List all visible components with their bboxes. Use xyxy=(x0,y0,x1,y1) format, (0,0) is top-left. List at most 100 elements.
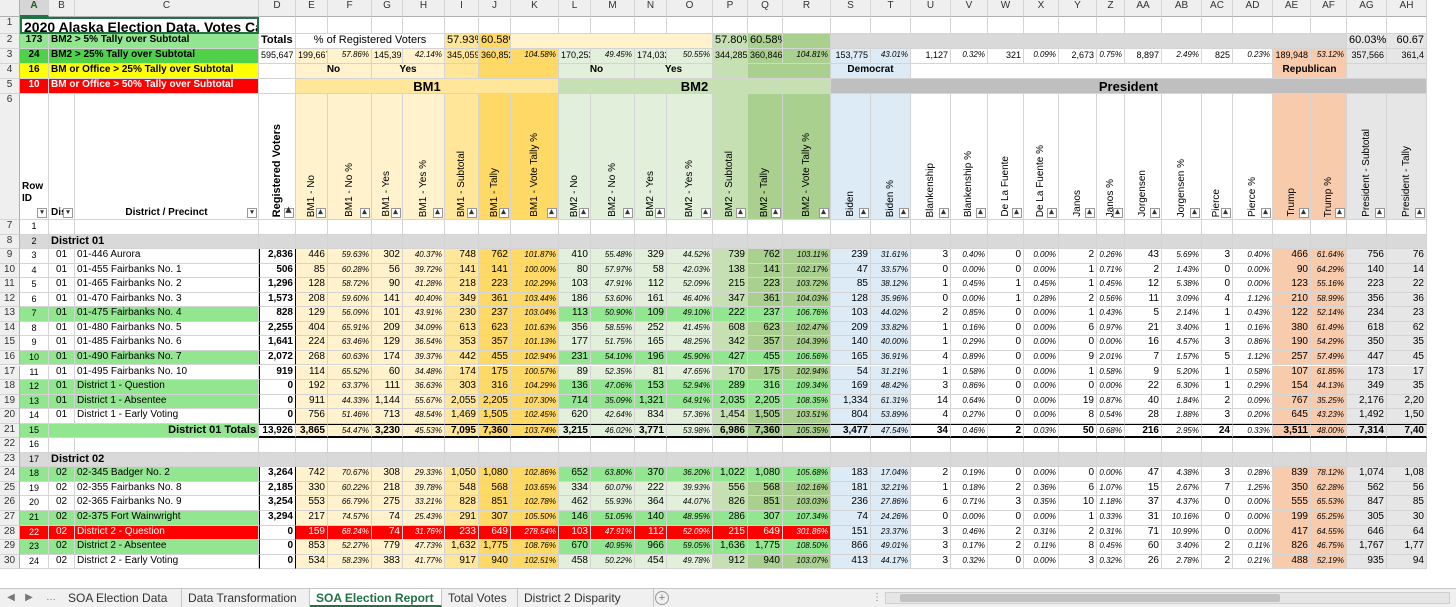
data-value[interactable]: 103 xyxy=(831,307,871,322)
column-header-m[interactable]: M xyxy=(591,0,635,17)
data-value[interactable]: 58.72% xyxy=(328,278,372,293)
data-value[interactable]: 236 xyxy=(831,496,871,511)
data-value[interactable]: 7 xyxy=(1202,481,1233,497)
data-value[interactable]: 349 xyxy=(1347,380,1387,395)
data-value[interactable]: 568 xyxy=(748,481,783,497)
data-value[interactable]: 108.76% xyxy=(511,540,559,555)
total-value[interactable]: 48.00% xyxy=(1311,423,1347,439)
data-value[interactable]: 55.48% xyxy=(591,249,635,264)
data-value[interactable]: 48.54% xyxy=(403,409,445,424)
data-value[interactable]: 59.63% xyxy=(328,249,372,264)
horizontal-scrollbar[interactable] xyxy=(885,592,1450,604)
data-value[interactable]: 122 xyxy=(1273,307,1311,322)
data-value[interactable]: 762 xyxy=(748,249,783,264)
data-value[interactable]: 1 xyxy=(988,278,1024,293)
data-value[interactable]: 739 xyxy=(713,249,748,264)
data-value[interactable]: 37 xyxy=(1125,496,1162,511)
data-value[interactable]: 1 xyxy=(911,481,951,497)
data-value[interactable]: 43 xyxy=(1125,249,1162,264)
filter-dropdown-icon[interactable]: ▾ xyxy=(770,206,781,218)
data-value[interactable]: 154 xyxy=(1273,380,1311,395)
data-value[interactable]: 85 xyxy=(831,278,871,293)
row-number[interactable]: 16 xyxy=(0,350,20,366)
row-number[interactable]: 27 xyxy=(0,511,20,526)
data-value[interactable]: 0.45% xyxy=(951,278,988,293)
data-value[interactable]: 3,264 xyxy=(259,467,296,482)
data-value[interactable]: 173 xyxy=(1347,365,1387,381)
data-value[interactable]: 64.29% xyxy=(1311,263,1347,279)
data-value[interactable]: 46.40% xyxy=(667,292,713,308)
total-value[interactable]: 7,095 xyxy=(445,423,479,439)
data-value[interactable]: 47 xyxy=(831,263,871,279)
filter-dropdown-icon[interactable]: ▾ xyxy=(1334,206,1345,218)
data-value[interactable]: 0 xyxy=(988,554,1024,570)
data-value[interactable]: 1 xyxy=(1202,321,1233,337)
add-sheet-button[interactable]: + xyxy=(655,591,669,605)
data-value[interactable]: 1,767 xyxy=(1347,540,1387,555)
data-value[interactable]: 826 xyxy=(713,496,748,511)
data-value[interactable]: 129 xyxy=(372,336,403,351)
data-value[interactable]: 209 xyxy=(372,321,403,337)
filter-dropdown-icon[interactable]: ▾ xyxy=(390,206,401,218)
data-value[interactable]: 44.17% xyxy=(871,554,911,570)
data-value[interactable]: 44.07% xyxy=(667,496,713,511)
data-value[interactable]: 153 xyxy=(635,380,667,395)
data-value[interactable]: 2,205 xyxy=(479,394,511,410)
data-value[interactable]: 56 xyxy=(372,263,403,279)
data-value[interactable]: 4 xyxy=(911,350,951,366)
data-value[interactable]: 0 xyxy=(988,321,1024,337)
row-number[interactable]: 15 xyxy=(0,336,20,351)
data-value[interactable]: 101.13% xyxy=(511,336,559,351)
data-value[interactable]: 140 xyxy=(1347,263,1387,279)
data-value[interactable]: 0.86% xyxy=(1233,336,1273,351)
data-value[interactable]: 181 xyxy=(831,481,871,497)
data-value[interactable]: 102.47% xyxy=(783,321,831,337)
data-value[interactable]: 935 xyxy=(1347,554,1387,570)
data-value[interactable]: 268 xyxy=(296,350,328,366)
data-value[interactable]: 10 xyxy=(1059,496,1097,511)
data-value[interactable]: 49.10% xyxy=(667,307,713,322)
data-value[interactable]: 44.02% xyxy=(871,307,911,322)
data-value[interactable]: 1,469 xyxy=(445,409,479,424)
precinct-name[interactable]: 01-465 Fairbanks No. 2 xyxy=(75,278,259,293)
data-value[interactable]: 109.34% xyxy=(783,380,831,395)
column-header-k[interactable]: K xyxy=(511,0,559,17)
data-value[interactable]: 222 xyxy=(713,307,748,322)
column-header-e[interactable]: E xyxy=(296,0,328,17)
data-value[interactable]: 24.26% xyxy=(871,511,911,526)
sheet-tab[interactable]: SOA Election Report xyxy=(310,589,442,607)
filter-dropdown-icon[interactable]: ▾ xyxy=(975,206,986,218)
data-value[interactable]: 2.78% xyxy=(1162,554,1202,570)
row-number[interactable]: 19 xyxy=(0,394,20,410)
data-value[interactable]: 1,454 xyxy=(713,409,748,424)
data-value[interactable]: 58.55% xyxy=(591,321,635,337)
data-value[interactable]: 623 xyxy=(748,321,783,337)
data-value[interactable]: 2 xyxy=(1202,394,1233,410)
data-value[interactable]: 0 xyxy=(988,249,1024,264)
column-header-d[interactable]: D xyxy=(259,0,296,17)
data-value[interactable]: 0 xyxy=(1202,511,1233,526)
data-value[interactable]: 210 xyxy=(1273,292,1311,308)
data-value[interactable]: 6 xyxy=(1059,481,1097,497)
data-value[interactable]: 0 xyxy=(259,409,296,424)
data-value[interactable]: 1,632 xyxy=(445,540,479,555)
data-value[interactable]: 0.71% xyxy=(951,496,988,511)
filter-dropdown-icon[interactable]: ▾ xyxy=(1011,206,1022,218)
data-value[interactable]: 0.00% xyxy=(1024,307,1059,322)
data-value[interactable]: 3 xyxy=(1202,467,1233,482)
data-value[interactable]: 9 xyxy=(1059,350,1097,366)
data-value[interactable]: 748 xyxy=(445,249,479,264)
data-value[interactable]: 140 xyxy=(635,511,667,526)
filter-dropdown-icon[interactable]: ▾ xyxy=(700,206,711,218)
data-value[interactable]: 0 xyxy=(911,511,951,526)
scroll-options-icon[interactable]: ⋮ xyxy=(872,592,882,603)
total-value[interactable]: 7,40 xyxy=(1387,423,1427,439)
data-value[interactable]: 231 xyxy=(559,350,591,366)
data-value[interactable]: 208 xyxy=(296,292,328,308)
data-value[interactable]: 35 xyxy=(1387,380,1427,395)
data-value[interactable]: 0.58% xyxy=(1097,365,1125,381)
next-sheet-icon[interactable]: ▶ xyxy=(25,592,33,603)
data-value[interactable]: 61.64% xyxy=(1311,249,1347,264)
data-value[interactable]: 3 xyxy=(911,380,951,395)
data-value[interactable]: 35.96% xyxy=(871,292,911,308)
